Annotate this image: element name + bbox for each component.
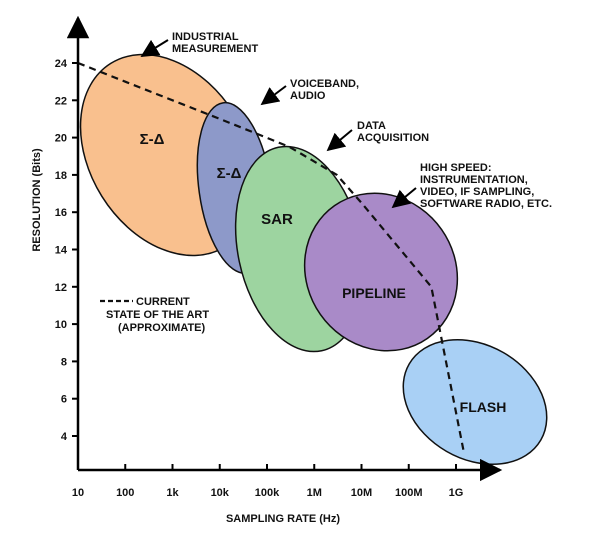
x-tick-label: 100M — [395, 487, 423, 499]
y-tick-label: 10 — [55, 319, 67, 331]
y-tick-label: 24 — [55, 58, 68, 70]
region-label-sigma-delta-2: Σ-Δ — [217, 165, 242, 182]
callout-arrow — [140, 39, 169, 57]
callout-line: VIDEO, IF SAMPLING, — [420, 186, 534, 198]
legend-text-line: CURRENT — [136, 296, 190, 308]
callout-line: VOICEBAND, — [290, 78, 359, 90]
callout-high-speed: HIGH SPEED: INSTRUMENTATION, VIDEO, IF S… — [391, 162, 552, 210]
x-tick-label: 100k — [255, 487, 280, 499]
x-axis-label: SAMPLING RATE (Hz) — [226, 513, 340, 525]
callout-line: SOFTWARE RADIO, ETC. — [420, 198, 552, 210]
region-label-sar: SAR — [261, 211, 293, 228]
legend: CURRENT STATE OF THE ART (APPROXIMATE) — [100, 296, 209, 334]
x-tick-label: 1k — [166, 487, 179, 499]
region-label-flash: FLASH — [460, 399, 507, 415]
region-label-pipeline: PIPELINE — [342, 285, 406, 301]
callout-line: MEASUREMENT — [172, 43, 258, 55]
y-tick-label: 20 — [55, 133, 67, 145]
callout-line: INSTRUMENTATION, — [420, 174, 528, 186]
y-tick-label: 14 — [55, 245, 68, 257]
x-tick-label: 1G — [449, 487, 464, 499]
y-tick-label: 16 — [55, 207, 67, 219]
y-tick-group: 4 6 8 10 12 14 16 18 20 22 24 — [55, 58, 78, 443]
callout-line: HIGH SPEED: — [420, 162, 492, 174]
x-tick-label: 10M — [351, 487, 372, 499]
flash-region — [402, 338, 548, 466]
pipeline-region — [303, 192, 459, 352]
callout-arrow — [391, 187, 417, 209]
x-tick-label: 1M — [307, 487, 322, 499]
callout-line: DATA — [357, 120, 386, 132]
callout-arrow — [260, 85, 287, 106]
y-tick-label: 8 — [61, 356, 67, 368]
y-axis-label: RESOLUTION (Bits) — [31, 148, 43, 252]
y-tick-label: 18 — [55, 170, 67, 182]
y-tick-label: 22 — [55, 95, 67, 107]
state-of-the-art-line — [77, 61, 466, 455]
y-tick-label: 6 — [61, 394, 67, 406]
callout-line: AUDIO — [290, 90, 326, 102]
callout-arrow — [326, 129, 353, 152]
y-tick-label: 4 — [61, 431, 68, 443]
legend-text-line: (APPROXIMATE) — [118, 322, 206, 334]
callout-voiceband-audio: VOICEBAND, AUDIO — [260, 78, 359, 106]
x-tick-group: 10 100 1k 10k 100k 1M 10M 100M 1G — [72, 464, 463, 499]
x-tick-label: 10 — [72, 487, 84, 499]
callout-line: INDUSTRIAL — [172, 31, 239, 43]
callout-industrial-measurement: INDUSTRIAL MEASUREMENT — [140, 31, 258, 57]
callout-data-acquisition: DATA ACQUISITION — [326, 120, 429, 152]
x-tick-label: 10k — [211, 487, 230, 499]
region-label-sigma-delta-1: Σ-Δ — [140, 131, 165, 148]
y-tick-label: 12 — [55, 282, 67, 294]
callout-line: ACQUISITION — [357, 132, 429, 144]
x-tick-label: 100 — [116, 487, 134, 499]
legend-text-line: STATE OF THE ART — [106, 309, 209, 321]
